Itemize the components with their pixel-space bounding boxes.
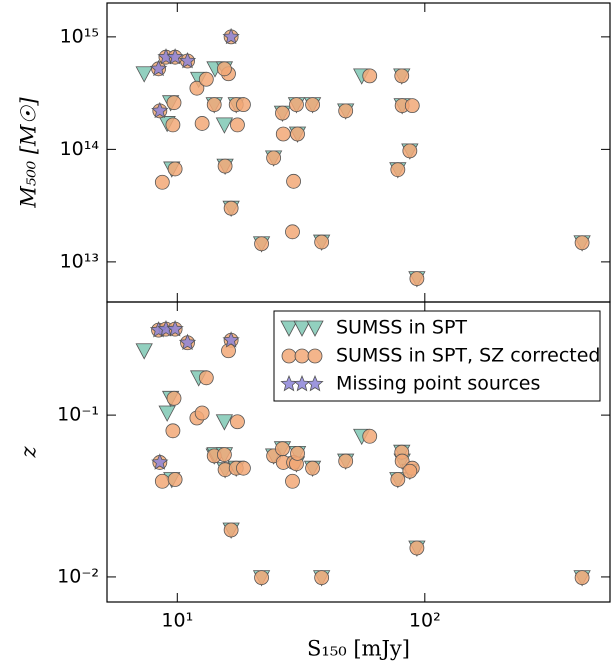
circle-marker (290, 126, 305, 142)
triangle-marker (293, 320, 311, 337)
triangle-marker (135, 343, 153, 360)
circle-marker (390, 472, 406, 487)
triangle-marker (135, 66, 153, 83)
circle-marker (289, 97, 304, 113)
circle-marker (166, 390, 182, 406)
circle-marker (167, 472, 183, 487)
circle-marker (409, 271, 425, 287)
circle-marker (338, 103, 354, 119)
circle-marker (217, 158, 233, 174)
circle-marker (290, 445, 305, 461)
circle-marker (275, 441, 290, 457)
y-tick-label: 10¹⁴ (60, 138, 100, 160)
x-tick-label: 10² (409, 610, 441, 632)
circle-marker (314, 570, 330, 586)
triangle-marker (215, 414, 234, 431)
circle-marker (390, 162, 406, 178)
circle-marker (194, 405, 210, 421)
circle-marker (305, 460, 320, 476)
circle-marker (206, 97, 222, 113)
circle-marker (294, 348, 310, 364)
circle-marker (189, 80, 205, 96)
star-marker (178, 333, 197, 351)
circle-marker (198, 370, 214, 386)
y-tick-label: 10⁻¹ (57, 404, 99, 426)
circle-marker (165, 423, 181, 439)
legend-label: Missing point sources (336, 373, 540, 395)
circle-marker (338, 453, 354, 469)
circle-marker (167, 161, 183, 177)
plot-frame (106, 2, 611, 303)
circle-marker (394, 68, 410, 84)
circle-marker (166, 95, 182, 111)
triangle-marker (215, 117, 234, 134)
circle-marker (307, 348, 323, 364)
circle-marker (281, 348, 297, 364)
legend-label: SUMSS in SPT, SZ corrected (336, 345, 600, 367)
circle-marker (286, 173, 301, 189)
star-marker (149, 59, 168, 77)
star-marker (166, 320, 184, 337)
y-axis-label: M₅₀₀ [M☉] (17, 97, 41, 209)
circle-marker (165, 117, 181, 133)
circle-marker (314, 234, 330, 250)
circle-marker (154, 473, 170, 489)
circle-marker (275, 105, 290, 121)
x-tick-label: 10¹ (161, 610, 193, 632)
circle-marker (254, 570, 269, 586)
circle-marker (223, 522, 239, 538)
circle-marker (230, 414, 245, 430)
circle-marker (285, 473, 300, 489)
circle-marker (254, 236, 269, 252)
legend-box (273, 310, 601, 402)
circle-marker (236, 460, 251, 476)
circle-marker (402, 143, 418, 159)
circle-marker (362, 68, 378, 84)
circle-marker (409, 540, 425, 556)
triangle-marker (280, 320, 298, 337)
circle-marker (266, 150, 282, 166)
y-axis-label: z (17, 446, 41, 459)
y-tick-label: 10⁻² (57, 565, 99, 587)
circle-marker (362, 428, 378, 444)
circle-marker (404, 98, 420, 113)
circle-marker (305, 97, 320, 113)
star-marker (178, 51, 197, 69)
circle-marker (230, 117, 245, 133)
y-tick-label: 10¹³ (60, 250, 99, 272)
circle-marker (285, 224, 300, 240)
circle-marker (198, 71, 214, 87)
x-axis-label: S₁₅₀ [mJy] (307, 637, 410, 661)
circle-marker (154, 174, 170, 190)
star-marker (166, 48, 184, 65)
star-marker (306, 374, 324, 392)
star-marker (151, 453, 169, 470)
plot-frame (106, 301, 611, 603)
circle-marker (217, 61, 232, 77)
y-tick-label: 10¹⁵ (60, 25, 99, 47)
circle-marker (275, 126, 291, 142)
star-marker (222, 331, 240, 348)
circle-marker (394, 453, 410, 469)
star-marker (222, 27, 240, 45)
circle-marker (236, 97, 251, 113)
triangle-marker (306, 320, 324, 337)
circle-marker (217, 447, 232, 463)
legend-label: SUMSS in SPT (336, 317, 467, 339)
circle-marker (574, 235, 590, 251)
circle-marker (223, 200, 239, 216)
circle-marker (194, 116, 210, 131)
circle-marker (574, 570, 590, 586)
circle-marker (402, 463, 418, 479)
triangle-marker (158, 405, 176, 422)
star-marker (151, 101, 169, 119)
